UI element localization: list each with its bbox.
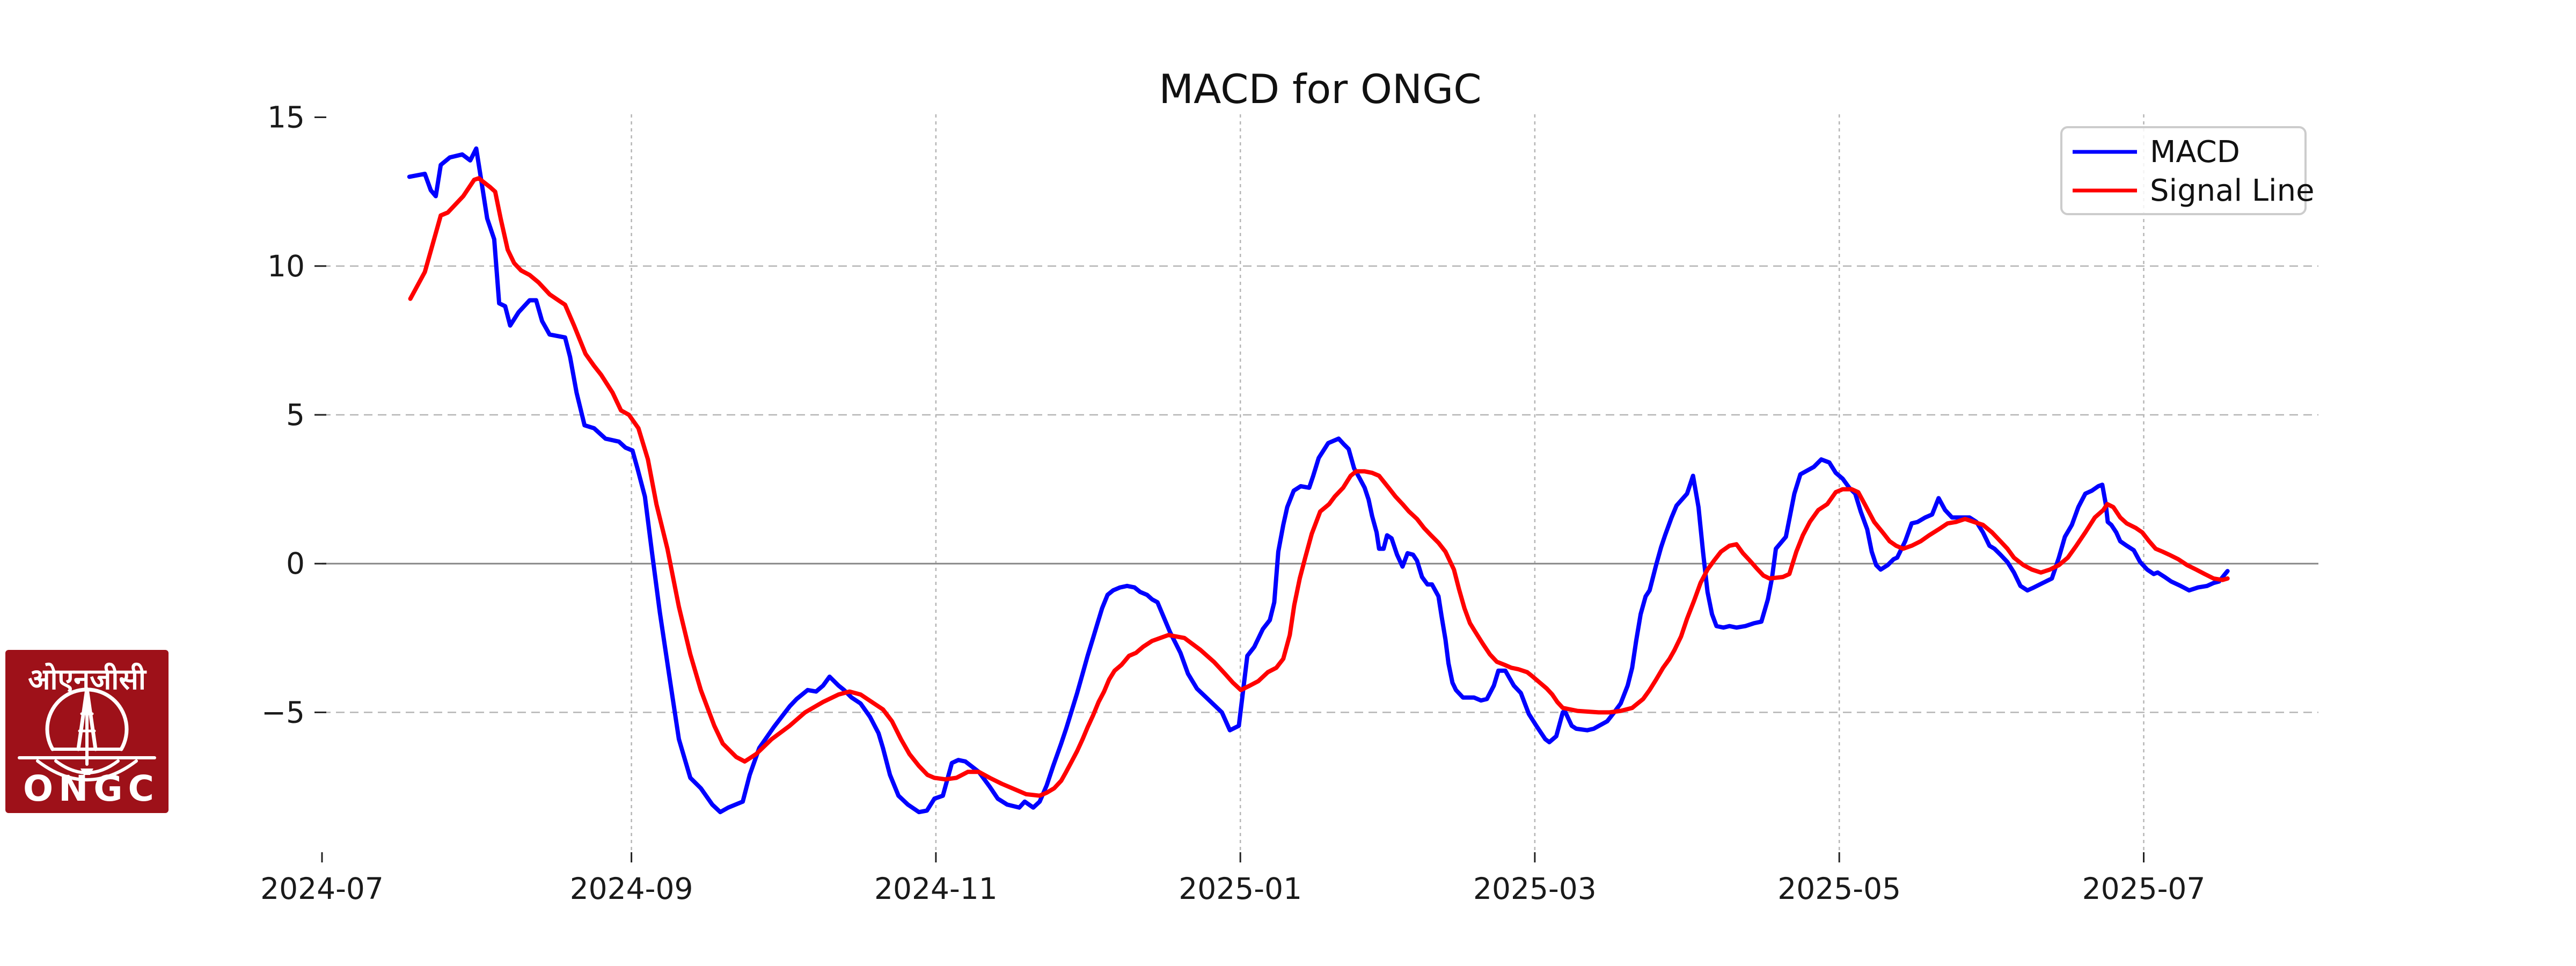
- y-tick-label-5: 5: [286, 398, 305, 432]
- signal-line-line: [408, 176, 2230, 798]
- y-tick-label-15: 15: [267, 100, 305, 135]
- x-tick-label-2024-11: 2024-11: [874, 872, 998, 906]
- axis-layer: 2024-07 2024-09 2024-11 2025-01 2025-03 2025-…: [260, 100, 2205, 906]
- x-tick-label-2025-05: 2025-05: [1777, 872, 1901, 906]
- y-tick-label-−5: −5: [261, 695, 305, 729]
- series-layer: [407, 146, 2230, 815]
- chart-title: MACD for ONGC: [1159, 65, 1481, 113]
- x-tick-label-2024-09: 2024-09: [570, 872, 693, 906]
- macd-line: [407, 146, 2230, 815]
- x-tick-label-2025-07: 2025-07: [2082, 872, 2206, 906]
- ongc-derrick-icon: [18, 687, 156, 781]
- ongc-logo-latin-text: ONGC: [23, 768, 159, 809]
- legend-macd-label: MACD: [2150, 135, 2240, 170]
- y-tick-label-10: 10: [267, 249, 305, 283]
- grid-layer: [322, 114, 2318, 852]
- x-tick-label-2024-07: 2024-07: [260, 872, 384, 906]
- legend: MACD Signal Line: [2060, 126, 2315, 215]
- y-tick-label-0: 0: [286, 546, 305, 581]
- legend-signal-label: Signal Line: [2150, 173, 2315, 208]
- ongc-logo: ओएनजीसी ONGC: [5, 650, 169, 813]
- x-tick-label-2025-01: 2025-01: [1179, 872, 1302, 906]
- x-tick-label-2025-03: 2025-03: [1473, 872, 1597, 906]
